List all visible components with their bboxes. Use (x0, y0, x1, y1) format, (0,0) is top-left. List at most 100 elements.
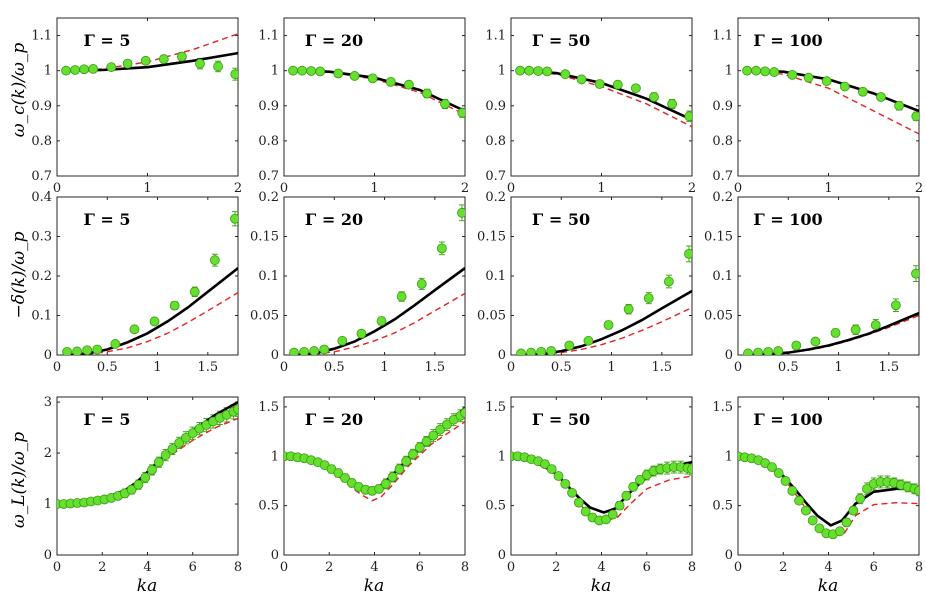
simulation-point (422, 88, 432, 99)
simulation-point (408, 449, 418, 460)
simulation-point (88, 64, 99, 74)
x-tick-label: 1 (153, 360, 161, 375)
x-tick-label: 8 (234, 560, 242, 575)
simulation-point (667, 99, 677, 109)
x-tick-label: 2 (325, 560, 333, 575)
simulation-point (110, 339, 121, 349)
simulation-point (794, 495, 804, 506)
simulation-point (158, 54, 169, 64)
row-label-0: ω_c(k)/ω_p (9, 43, 29, 138)
simulation-point (441, 419, 452, 430)
x-tick-label: 6 (189, 560, 197, 575)
x-tick-label: 2 (915, 181, 923, 196)
simulation-point (834, 526, 845, 537)
y-tick-label: 1 (44, 64, 52, 79)
y-tick-label: 0 (44, 548, 52, 563)
simulation-point (176, 51, 187, 62)
simulation-point (367, 73, 378, 84)
simulation-point (380, 478, 391, 489)
simulation-point (862, 483, 872, 494)
theory-dashed-line (57, 417, 238, 505)
simulation-point (396, 291, 407, 302)
simulation-point (810, 336, 821, 347)
x-tick-label: 1.5 (197, 360, 218, 375)
simulation-point (129, 324, 140, 335)
simulation-point (174, 437, 185, 448)
x-tick-label: 0 (280, 181, 288, 196)
simulation-point (70, 65, 80, 75)
simulation-point (416, 278, 427, 289)
simulation-point (349, 71, 360, 81)
row-label-1: −δ(k)/ω_p (9, 231, 29, 318)
simulation-point (567, 487, 577, 498)
simulation-point (306, 66, 317, 76)
x-tick-label: 4 (143, 560, 151, 575)
simulation-point (147, 464, 157, 475)
simulation-point (542, 66, 553, 77)
simulation-point (385, 77, 396, 87)
y-tick-label: 0.15 (477, 230, 506, 245)
y-tick-label: 0.5 (485, 499, 506, 514)
simulation-point (189, 286, 200, 297)
plot-area (511, 451, 692, 526)
panel-title: Γ = 50 (532, 31, 590, 50)
simulation-point (580, 506, 591, 517)
simulation-point (315, 66, 326, 77)
plot-area (742, 65, 919, 135)
simulation-point (394, 464, 405, 474)
y-tick-label: 0.9 (485, 99, 506, 114)
x-tick-label: 2 (688, 181, 696, 196)
simulation-point (914, 485, 919, 496)
simulation-point (195, 58, 205, 69)
simulation-point (230, 69, 238, 80)
panel-r2-c1: 0 2 4 6 8 0 0.5 1 1.5 Γ = 20 (258, 396, 469, 575)
simulation-point (855, 493, 866, 504)
simulation-point (436, 243, 447, 254)
y-tick-label: 0.05 (477, 309, 506, 324)
plot-area (288, 65, 465, 118)
x-label-col-2: ka (591, 576, 611, 594)
simulation-point (106, 62, 117, 73)
simulation-point (773, 468, 784, 478)
simulation-point (890, 300, 901, 311)
simulation-point (787, 69, 798, 80)
x-tick-label: 1 (143, 181, 151, 196)
theory-solid-line (66, 267, 238, 355)
x-labels-layer: ka ka ka ka (137, 576, 838, 594)
y-tick-label: 0.8 (485, 134, 506, 149)
theory-solid-line (519, 69, 692, 121)
simulation-point (630, 83, 641, 94)
y-tick-label: 1.5 (485, 400, 506, 415)
panel-title: Γ = 20 (305, 410, 363, 429)
simulation-point (787, 485, 798, 496)
simulation-point (79, 64, 90, 75)
simulation-point (126, 484, 137, 495)
y-tick-label: 0.2 (258, 190, 279, 205)
x-tick-label: 2 (234, 181, 242, 196)
simulation-point (428, 430, 439, 441)
simulation-point (841, 517, 852, 528)
simulation-point (460, 407, 465, 418)
simulation-point (753, 347, 764, 355)
theory-dashed-line (521, 306, 692, 355)
x-tick-label: 2 (98, 560, 106, 575)
simulation-point (911, 268, 919, 279)
theory-dashed-line (293, 70, 465, 116)
plot-area (61, 33, 238, 81)
simulation-point (643, 293, 654, 304)
panel-r2-c3: 0 2 4 6 8 0 0.5 1 1.5 Γ = 100 (712, 396, 923, 575)
simulation-point (230, 213, 238, 224)
simulation-point (684, 248, 692, 259)
theory-solid-line (293, 69, 465, 113)
simulation-point (876, 92, 886, 102)
y-tick-label: 1 (44, 497, 52, 512)
plot-area (289, 204, 465, 355)
x-tick-label: 1 (834, 360, 842, 375)
y-tick-label: 0 (725, 548, 733, 563)
simulation-point (421, 436, 432, 447)
x-tick-label: 6 (416, 560, 424, 575)
simulation-point (791, 340, 802, 351)
y-tick-label: 0.4 (31, 190, 52, 205)
simulation-point (153, 457, 164, 468)
plot-area (516, 245, 692, 355)
